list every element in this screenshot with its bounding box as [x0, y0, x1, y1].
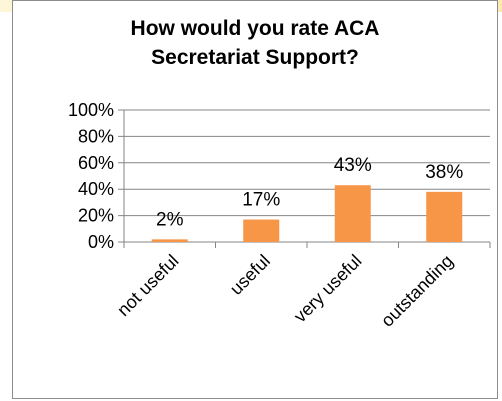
bar — [243, 219, 280, 242]
data-label: 17% — [242, 190, 280, 211]
chart-title: How would you rate ACA Secretariat Suppo… — [12, 14, 498, 72]
y-tick-label: 100% — [68, 100, 114, 120]
data-label: 38% — [425, 162, 463, 183]
data-label: 2% — [156, 209, 184, 230]
x-category-label: useful — [226, 251, 274, 299]
y-tick-label: 80% — [78, 126, 114, 146]
chart-title-line-2: Secretariat Support? — [151, 46, 359, 69]
chart-frame — [12, 0, 498, 399]
bar — [426, 191, 463, 242]
bar — [334, 185, 371, 242]
chart-title-line-1: How would you rate ACA — [130, 17, 380, 40]
y-tick-label: 20% — [78, 206, 114, 226]
bar — [151, 239, 188, 242]
y-tick-label: 40% — [78, 179, 114, 199]
y-tick-label: 0% — [88, 232, 114, 252]
x-category-label: outstanding — [377, 251, 457, 331]
x-category-label: very useful — [290, 251, 366, 327]
x-category-label: not useful — [113, 251, 182, 320]
y-tick-label: 60% — [78, 153, 114, 173]
data-label: 43% — [334, 155, 372, 176]
